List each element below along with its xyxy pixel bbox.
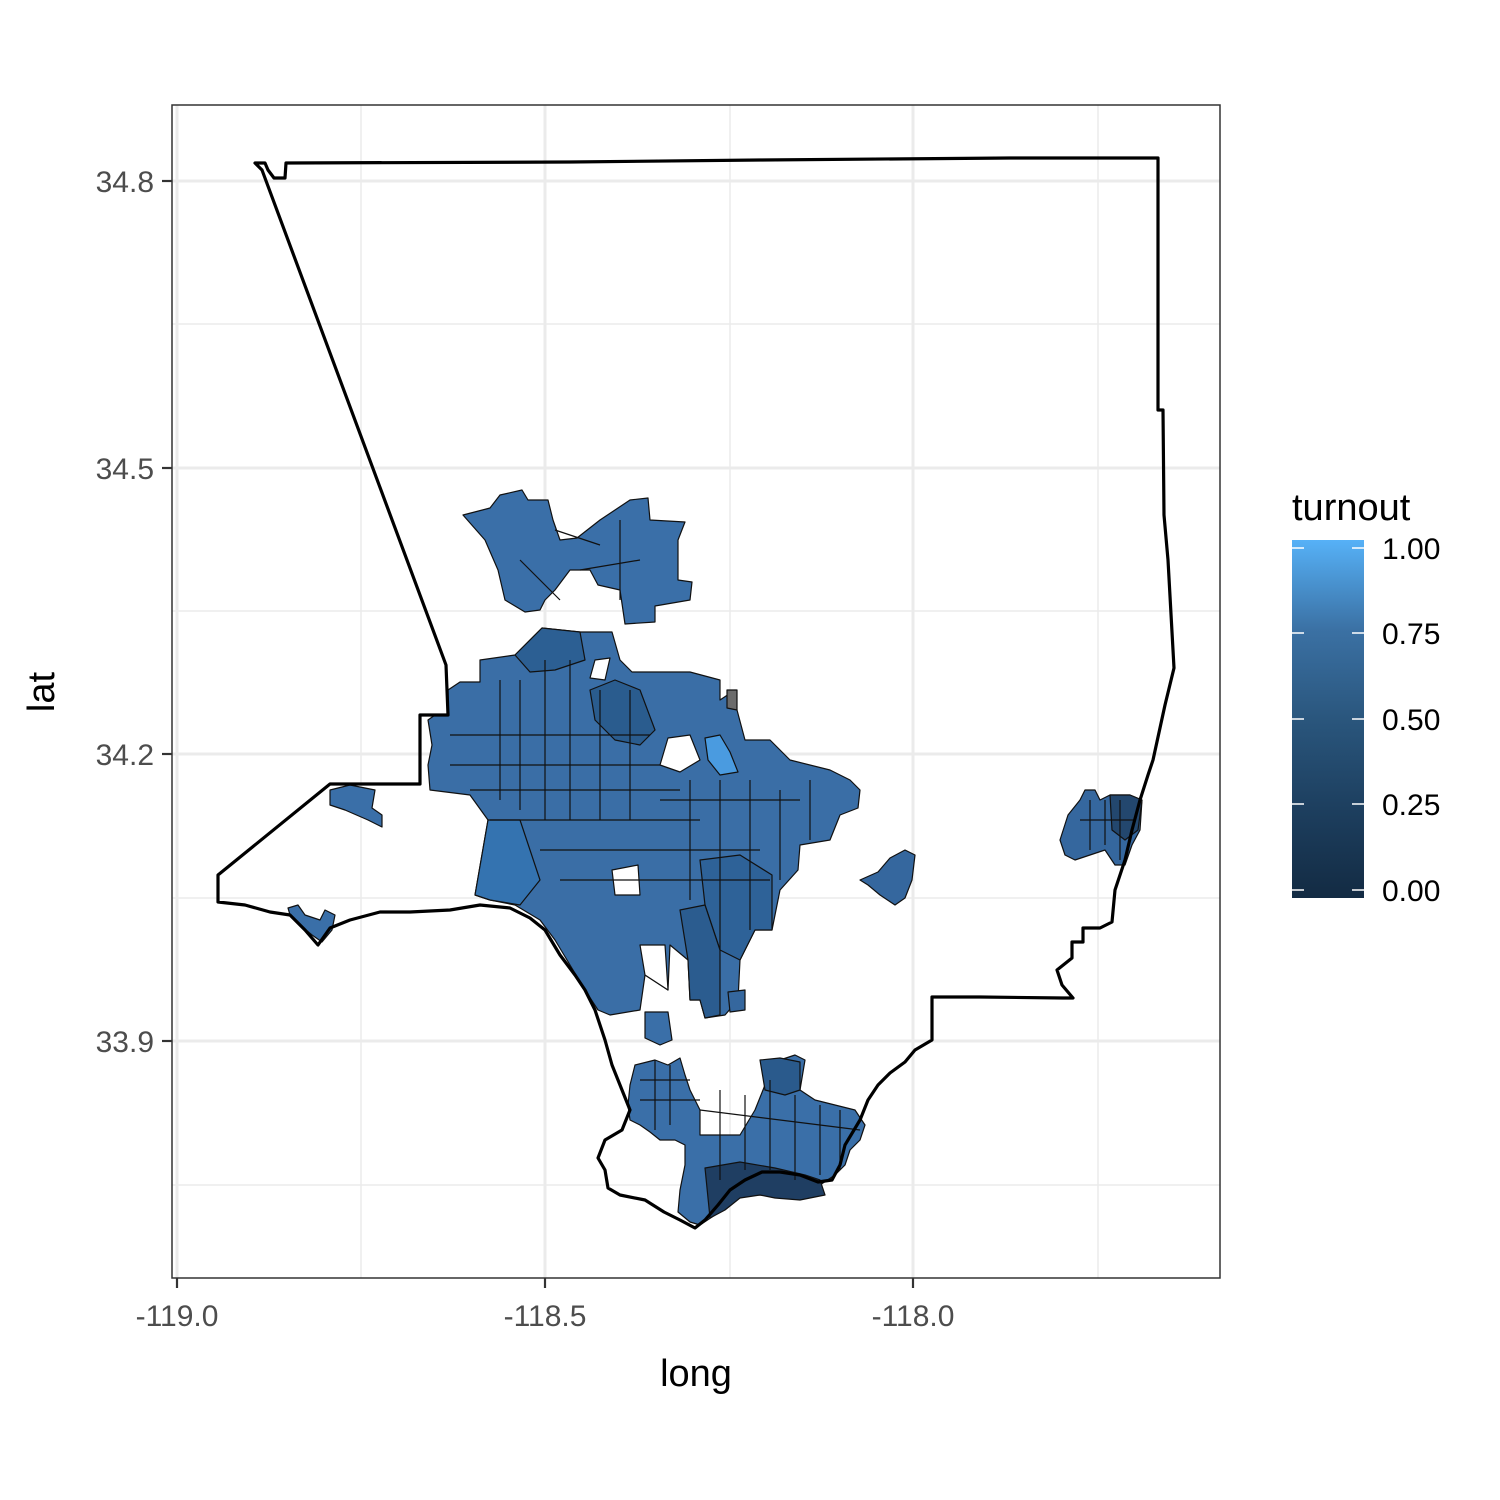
tract-hole-1 <box>589 657 611 681</box>
tract-region-mid-east <box>859 849 916 906</box>
x-tick-label: -118.0 <box>872 1300 955 1333</box>
x-axis-title: long <box>660 1353 732 1395</box>
legend-label: 0.25 <box>1382 789 1440 822</box>
legend-title: turnout <box>1292 487 1411 529</box>
legend-ticks <box>1292 547 1364 891</box>
y-tick-label: 33.9 <box>96 1026 154 1059</box>
tract-hole-2 <box>659 734 701 773</box>
tract-region-east-dark <box>1109 794 1143 841</box>
tract-patch-a <box>589 679 656 746</box>
y-tick-label: 34.2 <box>96 739 154 772</box>
grid-major <box>172 105 1220 1278</box>
tract-boundaries <box>450 520 1135 1180</box>
legend-label: 0.50 <box>1382 704 1440 737</box>
x-tick-label: -118.5 <box>504 1300 587 1333</box>
tract-region-mid-south <box>644 1011 673 1046</box>
tract-hole-4 <box>639 944 669 991</box>
y-tick-label: 34.5 <box>96 453 154 486</box>
tract-patch-e <box>679 904 721 1019</box>
tract-region-south-dark <box>759 1057 801 1096</box>
legend: turnout 1.00 0.75 0.50 0.25 0.00 <box>1292 487 1440 908</box>
legend-label: 0.00 <box>1382 875 1440 908</box>
tract-region-mid-south-2 <box>727 989 746 1013</box>
y-axis-ticks <box>162 179 172 1043</box>
tract-high-turnout <box>704 734 739 776</box>
tract-region-west-1 <box>329 784 383 828</box>
tract-na <box>726 689 738 711</box>
plot-panel-border <box>171 104 1221 1279</box>
x-axis-ticks <box>175 1278 915 1288</box>
tract-patch-b <box>514 627 586 673</box>
county-boundary <box>216 156 1176 1230</box>
turnout-tracts <box>287 489 1143 1226</box>
tract-region-north <box>462 489 693 625</box>
legend-label: 0.75 <box>1382 618 1440 651</box>
y-axis-title: lat <box>21 671 63 712</box>
y-tick-label: 34.8 <box>96 166 154 199</box>
legend-label: 1.00 <box>1382 533 1440 566</box>
x-tick-label: -119.0 <box>136 1300 219 1333</box>
